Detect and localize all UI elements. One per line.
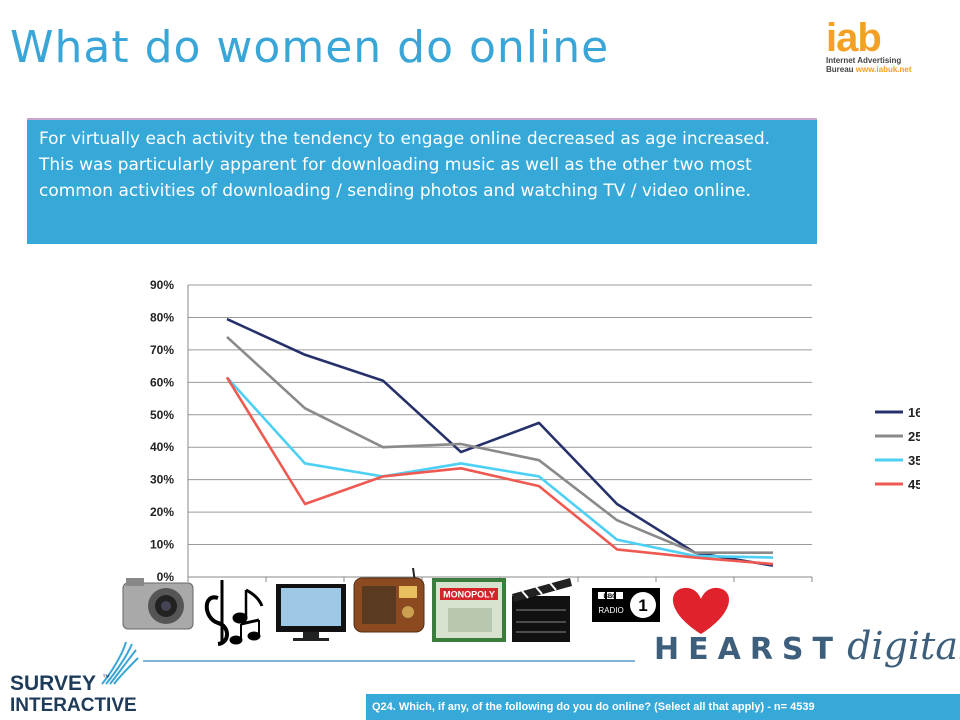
- camera-icon: [122, 578, 194, 630]
- series-line-25-34: [226, 335, 773, 554]
- iab-logo-line1: Internet Advertising: [826, 56, 902, 65]
- monopoly-text: MONOPOLY: [443, 590, 495, 600]
- chart-legend: 16-24 25-34 35-44 45+: [875, 405, 920, 492]
- y-tick-label: 20%: [150, 505, 174, 519]
- clapperboard-icon: [512, 578, 572, 642]
- y-tick-label: 40%: [150, 440, 174, 454]
- y-tick-label: 0%: [157, 570, 175, 584]
- y-tick-label: 50%: [150, 408, 174, 422]
- series-line-45+: [225, 376, 774, 566]
- music-notes-icon: [204, 580, 264, 646]
- chart-series: [225, 317, 774, 567]
- logo-swoosh: [101, 641, 139, 685]
- iab-bureau: Bureau: [826, 65, 854, 74]
- y-tick-label: 30%: [150, 473, 174, 487]
- footer-divider: [143, 660, 635, 662]
- y-tick-label: 70%: [150, 343, 174, 357]
- iab-url: www.iabuk.net: [855, 65, 912, 74]
- hearst-word: HEARST: [654, 632, 842, 667]
- line-chart: 0% 10% 20% 30% 40% 50% 60% 70% 80% 90% 16-24 25-34…: [150, 278, 920, 584]
- series-line-35-44: [226, 376, 774, 559]
- iab-logo-word: iab: [826, 16, 882, 60]
- monopoly-game-icon: MONOPOLY: [432, 578, 506, 642]
- legend-label: 16-24: [908, 405, 920, 420]
- interactive-word: INTERACTIVE: [10, 695, 137, 716]
- chart-grid: [187, 284, 813, 582]
- y-tick-label: 60%: [150, 375, 174, 389]
- y-tick-labels: 0% 10% 20% 30% 40% 50% 60% 70% 80% 90%: [150, 278, 174, 584]
- page-title: What do women do online: [10, 22, 610, 73]
- hearst-digital-logo: HEARST digital: [654, 624, 960, 668]
- bbc-text: BBC: [604, 594, 618, 600]
- y-tick-label: 90%: [150, 278, 174, 292]
- summary-box: For virtually each activity the tendency…: [27, 118, 817, 244]
- digital-word: digital: [847, 624, 960, 668]
- survey-interactive-logo: SURVEY ™ INTERACTIVE: [10, 641, 139, 716]
- bbc-radio-text: RADIO: [598, 606, 623, 615]
- bbc-radio-icon: BBC RADIO 1: [592, 588, 660, 622]
- y-tick-label: 10%: [150, 538, 174, 552]
- series-line-16-24: [226, 317, 774, 567]
- legend-label: 25-34: [908, 429, 920, 444]
- heart-icon: [672, 587, 730, 634]
- tv-icon: [276, 584, 346, 641]
- activity-icons: MONOPOLY BBC RADIO 1: [122, 568, 730, 646]
- legend-label: 35-44: [908, 453, 920, 468]
- survey-tm: ™: [102, 673, 110, 682]
- survey-word: SURVEY: [10, 672, 96, 695]
- y-tick-label: 80%: [150, 310, 174, 324]
- bbc-number: 1: [638, 596, 647, 615]
- legend-label: 45+: [908, 477, 920, 492]
- radio-icon: [353, 568, 425, 633]
- iab-logo-line2: Bureau www.iabuk.net: [826, 65, 936, 74]
- footer-question: Q24. Which, if any, of the following do …: [366, 694, 960, 720]
- iab-logo: iab Internet Advertising Bureau www.iabu…: [826, 16, 936, 80]
